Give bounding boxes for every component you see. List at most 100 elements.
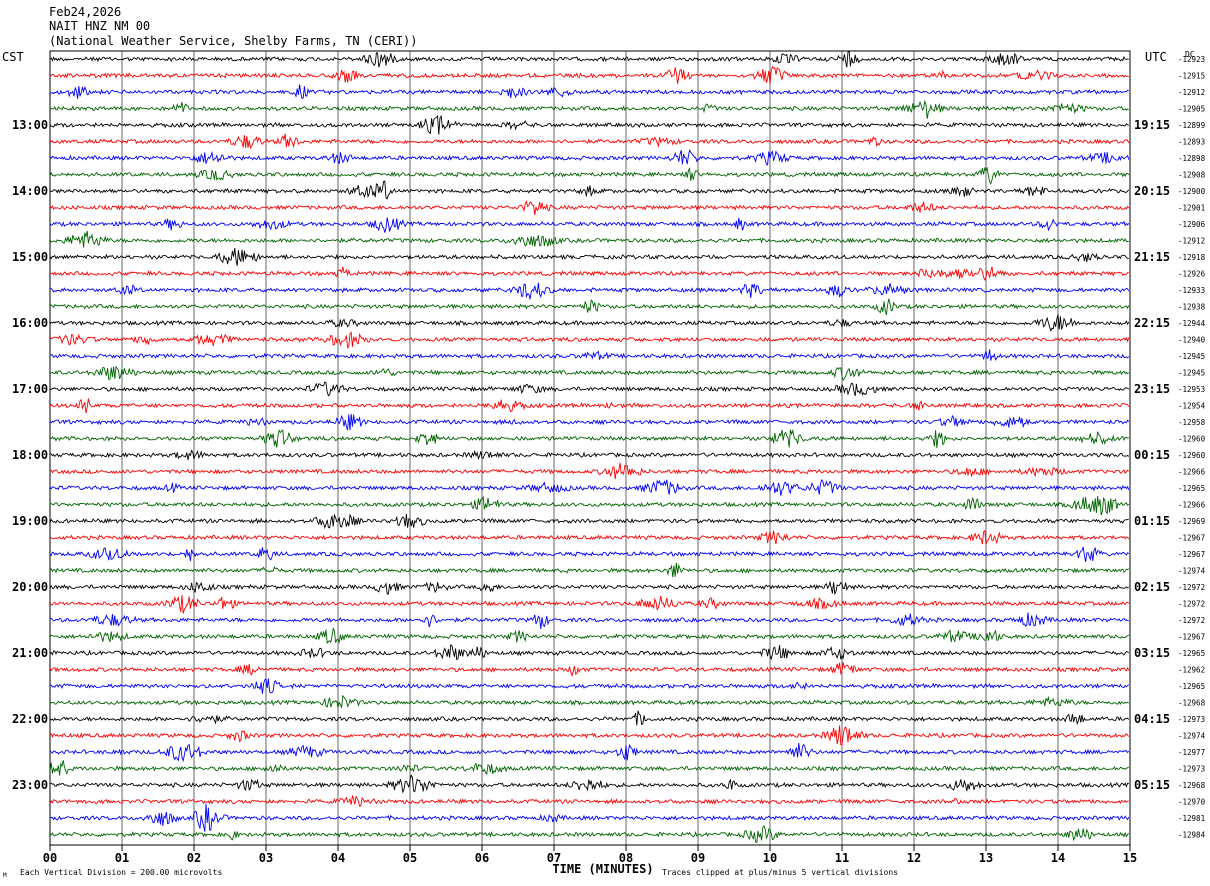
dc-offset-label: -12968: [1178, 699, 1206, 708]
trace-blue: [49, 743, 1130, 763]
trace-blue: [49, 217, 1130, 233]
dc-offset-label: -12945: [1178, 352, 1205, 361]
right-time-label: 22:15: [1134, 316, 1170, 330]
dc-offset-label: -12944: [1178, 319, 1206, 328]
x-tick-label: 13: [979, 851, 993, 865]
right-time-label: 20:15: [1134, 184, 1170, 198]
x-tick-label: 11: [835, 851, 849, 865]
right-time-label: 05:15: [1134, 778, 1170, 792]
right-time-label: 23:15: [1134, 382, 1170, 396]
trace-red: [49, 200, 1130, 216]
trace-blue: [49, 479, 1130, 496]
x-tick-label: 03: [259, 851, 273, 865]
trace-black: [49, 314, 1130, 332]
right-time-label: 04:15: [1134, 712, 1170, 726]
dc-offset-label: -12973: [1178, 715, 1205, 724]
trace-green: [49, 99, 1130, 119]
trace-green: [49, 298, 1130, 316]
dc-offset-label: -12905: [1178, 105, 1205, 114]
left-time-label: 13:00: [12, 118, 48, 132]
trace-green: [49, 824, 1130, 844]
dc-offset-label: -12954: [1178, 402, 1206, 411]
trace-black: [49, 50, 1129, 68]
dc-offset-label: -12977: [1178, 748, 1205, 757]
dc-offset-label: -12933: [1178, 286, 1205, 295]
trace-blue: [49, 149, 1130, 166]
trace-black: [49, 644, 1130, 661]
dc-offset-label: -12962: [1178, 666, 1205, 675]
dc-offset-label: -12953: [1178, 385, 1205, 394]
clip-note: Traces clipped at plus/minus 5 vertical …: [662, 868, 898, 877]
left-time-label: 17:00: [12, 382, 48, 396]
x-tick-label: 08: [619, 851, 633, 865]
dc-offset-label: -12926: [1178, 270, 1206, 279]
trace-blue: [49, 546, 1130, 562]
traces: [49, 50, 1130, 844]
trace-red: [49, 725, 1130, 746]
x-tick-label: 14: [1051, 851, 1065, 865]
trace-red: [49, 65, 1130, 85]
right-time-label: 21:15: [1134, 250, 1170, 264]
trace-blue: [49, 612, 1129, 629]
plot-date: Feb24,2026: [49, 5, 122, 19]
left-time-label: 19:00: [12, 514, 48, 528]
dc-offset-label: -12899: [1178, 121, 1205, 130]
trace-black: [49, 513, 1129, 530]
trace-green: [49, 694, 1130, 708]
right-timezone-label: UTC: [1145, 50, 1167, 64]
station-name: NAIT HNZ NM 00: [49, 19, 151, 33]
dc-offset-label: -12969: [1178, 517, 1205, 526]
dc-offset-label: -12974: [1178, 567, 1206, 576]
left-time-label: 22:00: [12, 712, 48, 726]
dc-offset-label: -12966: [1178, 468, 1206, 477]
trace-black: [49, 180, 1130, 200]
trace-green: [49, 365, 1130, 381]
dc-offset-label: -12967: [1178, 550, 1205, 559]
dc-offset-label: -12900: [1178, 187, 1206, 196]
trace-blue: [49, 349, 1130, 362]
dc-offset-label: -12945: [1178, 369, 1205, 378]
trace-red: [49, 595, 1130, 614]
trace-red: [49, 462, 1130, 480]
dc-offset-label: -12923: [1178, 55, 1205, 64]
trace-blue: [49, 677, 1130, 694]
dc-offset-label: -12965: [1178, 682, 1205, 691]
left-time-label: 23:00: [12, 778, 48, 792]
trace-green: [49, 760, 1129, 776]
right-time-label: 01:15: [1134, 514, 1170, 528]
dc-offset-label: -12970: [1178, 798, 1206, 807]
trace-blue: [49, 803, 1130, 832]
left-time-label: 14:00: [12, 184, 48, 198]
trace-red: [49, 794, 1129, 807]
dc-offset-label: -12967: [1178, 633, 1205, 642]
dc-offset-label: -12893: [1178, 138, 1205, 147]
x-tick-label: 10: [763, 851, 777, 865]
right-time-label: 00:15: [1134, 448, 1170, 462]
trace-green: [49, 428, 1130, 448]
trace-green: [49, 166, 1130, 185]
labels: 00 01 02 03 04 05 06 07 08 09 10 11 12 13 14 15 -12923 -1…: [12, 55, 1206, 865]
x-tick-label: 09: [691, 851, 705, 865]
corner-mark: M: [3, 872, 7, 879]
dc-offset-label: -12974: [1178, 732, 1206, 741]
x-tick-label: 12: [907, 851, 921, 865]
trace-red: [49, 529, 1130, 545]
trace-blue: [49, 282, 1130, 300]
dc-offset-label: -12984: [1178, 831, 1206, 840]
dc-offset-label: -12906: [1178, 220, 1206, 229]
trace-red: [49, 133, 1130, 150]
dc-offset-label: -12915: [1178, 72, 1205, 81]
dc-offset-header: DC: [1185, 50, 1195, 59]
trace-blue: [49, 413, 1130, 431]
x-tick-label: 05: [403, 851, 417, 865]
trace-black: [49, 449, 1130, 461]
left-timezone-label: CST: [2, 50, 24, 64]
dc-offset-label: -12898: [1178, 154, 1206, 163]
dc-offset-label: -12940: [1178, 336, 1206, 345]
trace-black: [49, 114, 1129, 135]
x-tick-label: 07: [547, 851, 561, 865]
trace-black: [49, 381, 1130, 397]
grid: [49, 50, 1131, 851]
trace-blue: [50, 84, 1129, 100]
